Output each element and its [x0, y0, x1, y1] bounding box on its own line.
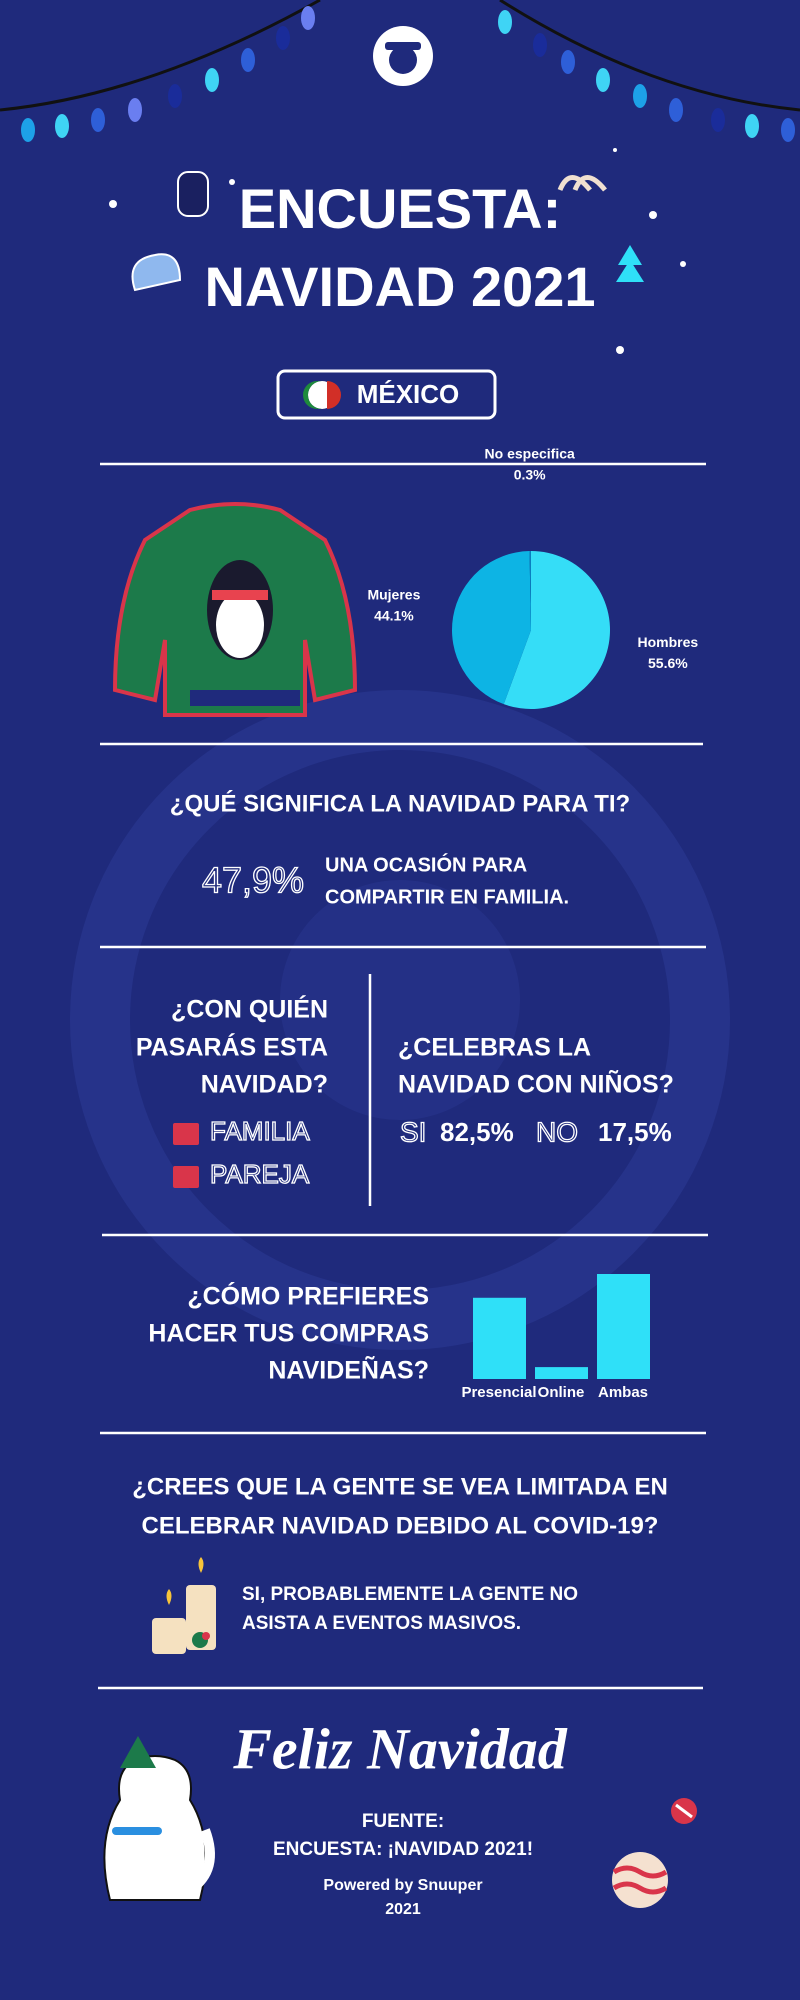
bar-label: Ambas: [598, 1384, 648, 1401]
source-label: FUENTE:: [362, 1811, 444, 1832]
question: ¿CÓMO PREFIERES: [187, 1281, 429, 1311]
pie-label: No especifica: [485, 446, 575, 462]
source: ENCUESTA: ¡NAVIDAD 2021!: [273, 1839, 533, 1860]
answer: COMPARTIR EN FAMILIA.: [325, 886, 569, 908]
question: NAVIDAD CON NIÑOS?: [398, 1069, 674, 1099]
question: ¿CELEBRAS LA: [398, 1034, 591, 1062]
question: ¿QUÉ SIGNIFICA LA NAVIDAD PARA TI?: [170, 789, 630, 817]
decorations: [131, 171, 644, 292]
greeting: Feliz Navidad: [232, 1716, 567, 1781]
pie-chart: Hombres 55.6% Mujeres 44.1% No especifica 0.3…: [367, 446, 698, 709]
answer: UNA OCASIÓN PARA: [325, 852, 527, 876]
question: NAVIDEÑAS?: [268, 1355, 429, 1385]
watermark: [70, 690, 730, 1350]
logo: [373, 26, 433, 86]
ornaments: [612, 1798, 697, 1908]
answer: ASISTA A EVENTOS MASIVOS.: [242, 1613, 521, 1634]
powered: Powered by Snuuper: [323, 1877, 482, 1894]
question: CELEBRAR NAVIDAD DEBIDO AL COVID-19?: [142, 1512, 659, 1539]
percent: 47,9%: [202, 860, 304, 901]
pie-slice: [452, 551, 531, 705]
bar: [535, 1367, 588, 1379]
lights: [0, 0, 800, 142]
pie-label: Mujeres: [367, 587, 420, 603]
country-box: [276, 369, 497, 420]
candles: [152, 1557, 216, 1654]
option: PAREJA: [210, 1159, 310, 1189]
question: PASARÁS ESTA: [136, 1033, 328, 1062]
pie-value-label: 44.1%: [374, 608, 414, 624]
bar: [473, 1297, 526, 1379]
bar-chart: Presencial Online Ambas: [461, 1274, 650, 1401]
answer-value: 82,5%: [440, 1117, 514, 1147]
bar-label: Presencial: [461, 1384, 536, 1401]
sweater: [112, 502, 358, 717]
question: ¿CON QUIÉN: [171, 995, 328, 1024]
pie-value-label: 55.6%: [648, 655, 688, 671]
question: ¿CREES QUE LA GENTE SE VEA LIMITADA EN: [132, 1473, 668, 1500]
option: FAMILIA: [210, 1116, 310, 1146]
country: MÉXICO: [357, 379, 460, 409]
answer-value: 17,5%: [598, 1117, 672, 1147]
snow: [109, 148, 686, 354]
title: ENCUESTA:: [239, 177, 562, 240]
title: NAVIDAD 2021: [204, 255, 595, 318]
pie-label: Hombres: [638, 634, 699, 650]
year: 2021: [385, 1901, 421, 1918]
bar: [597, 1274, 650, 1379]
pie-slice: [503, 551, 610, 709]
pie-value-label: 0.3%: [514, 467, 546, 483]
answer: SI, PROBABLEMENTE LA GENTE NO: [242, 1584, 578, 1605]
watermark: [280, 880, 520, 1120]
dog: [103, 1736, 215, 1901]
question: NAVIDAD?: [201, 1071, 328, 1099]
flag: [303, 381, 341, 409]
bar-label: Online: [538, 1384, 585, 1401]
answer-label: NO: [536, 1116, 578, 1147]
answer-label: SI: [400, 1116, 426, 1147]
pie-slice: [529, 551, 531, 630]
question: HACER TUS COMPRAS: [148, 1320, 429, 1348]
gift-icons: [173, 1123, 199, 1188]
